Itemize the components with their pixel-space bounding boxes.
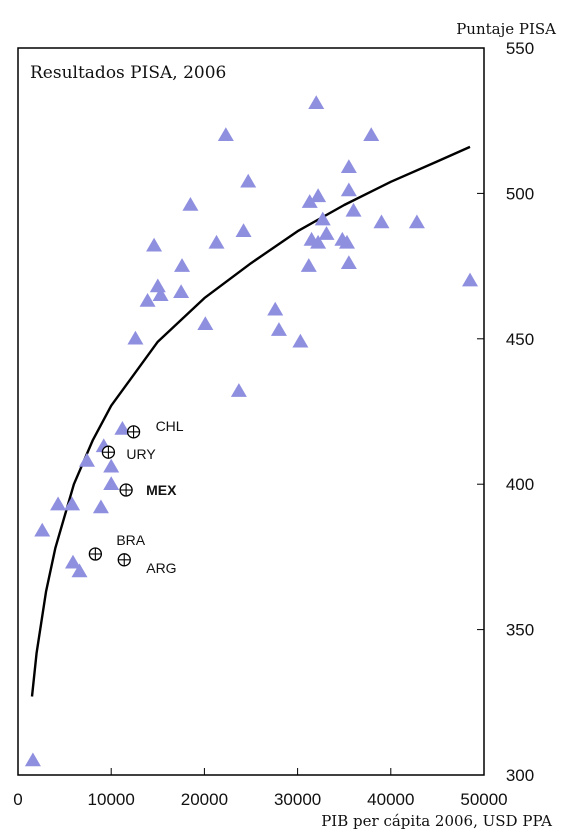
- triangle-point: [408, 214, 425, 229]
- triangle-point: [71, 563, 88, 578]
- fit-curve: [30, 145, 471, 697]
- triangle-point: [314, 211, 331, 226]
- x-axis-label: PIB per cápita 2006, USD PPA: [321, 812, 552, 830]
- triangle-point: [300, 258, 317, 272]
- triangle-point: [64, 496, 81, 511]
- x-tick-label: 50000: [460, 790, 507, 809]
- triangle-point: [310, 234, 327, 249]
- y-tick-label: 450: [506, 330, 534, 349]
- triangle-point: [373, 214, 390, 229]
- triangle-point: [310, 188, 327, 203]
- triangle-point: [235, 223, 252, 237]
- y-tick-label: 400: [506, 475, 534, 494]
- country-point-ury: [101, 445, 116, 459]
- country-label-bra: BRA: [116, 532, 145, 548]
- triangle-point: [292, 333, 309, 348]
- triangle-point: [308, 95, 325, 110]
- chart-title: Resultados PISA, 2006: [30, 63, 226, 83]
- country-point-mex: [119, 483, 133, 497]
- country-label-mex: MEX: [146, 482, 177, 498]
- triangle-point: [340, 182, 357, 197]
- triangle-point: [34, 522, 51, 537]
- plot-frame: [17, 47, 485, 776]
- triangle-point: [270, 322, 287, 336]
- triangle-point: [64, 554, 81, 569]
- country-point-bra: [88, 547, 103, 561]
- triangle-point: [267, 301, 284, 316]
- y-tick-label: 500: [506, 184, 534, 203]
- triangle-point: [139, 292, 156, 307]
- triangle-point: [340, 159, 357, 173]
- triangle-point: [24, 752, 41, 767]
- triangle-point: [318, 226, 335, 240]
- triangle-point: [240, 173, 257, 188]
- x-tick-label: 20000: [181, 790, 228, 809]
- triangle-point: [127, 330, 144, 345]
- country-point-arg: [117, 553, 131, 567]
- triangle-point: [345, 202, 362, 217]
- country-label-chl: CHL: [156, 418, 184, 434]
- x-tick-label: 40000: [367, 790, 414, 809]
- triangle-point: [149, 278, 166, 293]
- country-label-arg: ARG: [146, 560, 176, 576]
- triangle-point: [182, 197, 199, 211]
- triangle-point: [114, 420, 131, 435]
- triangle-point: [103, 458, 120, 473]
- triangle-point: [301, 194, 318, 208]
- country-label-ury: URY: [126, 446, 156, 462]
- triangle-point: [152, 287, 169, 301]
- y-tick-label: 300: [506, 766, 534, 785]
- y-axis-label: Puntaje PISA: [456, 20, 556, 38]
- triangle-point: [78, 452, 95, 467]
- country-point-chl: [126, 425, 141, 439]
- triangle-point: [103, 476, 120, 490]
- triangle-point: [50, 496, 67, 511]
- x-tick-label: 0: [13, 790, 22, 809]
- triangle-point: [340, 255, 357, 269]
- x-tick-label: 10000: [88, 790, 135, 809]
- triangle-point: [173, 284, 190, 299]
- x-tick-label: 30000: [274, 790, 321, 809]
- triangle-point: [217, 127, 234, 141]
- y-tick-label: 550: [506, 39, 534, 58]
- triangle-point: [197, 316, 214, 331]
- triangle-point: [230, 383, 247, 397]
- triangle-point: [338, 234, 355, 249]
- triangle-point: [174, 258, 191, 272]
- triangle-point: [146, 237, 163, 252]
- triangle-point: [363, 127, 380, 141]
- ticks-layer: 0 10000 20000 30000 40000 50000 300 350 400 450 50…: [13, 39, 534, 809]
- y-tick-label: 350: [506, 621, 534, 640]
- fit-curve-layer: [30, 145, 471, 697]
- triangle-point: [462, 272, 479, 287]
- triangle-point: [92, 499, 109, 514]
- triangle-point: [208, 234, 225, 249]
